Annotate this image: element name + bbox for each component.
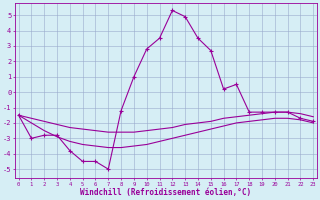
X-axis label: Windchill (Refroidissement éolien,°C): Windchill (Refroidissement éolien,°C) — [80, 188, 252, 197]
